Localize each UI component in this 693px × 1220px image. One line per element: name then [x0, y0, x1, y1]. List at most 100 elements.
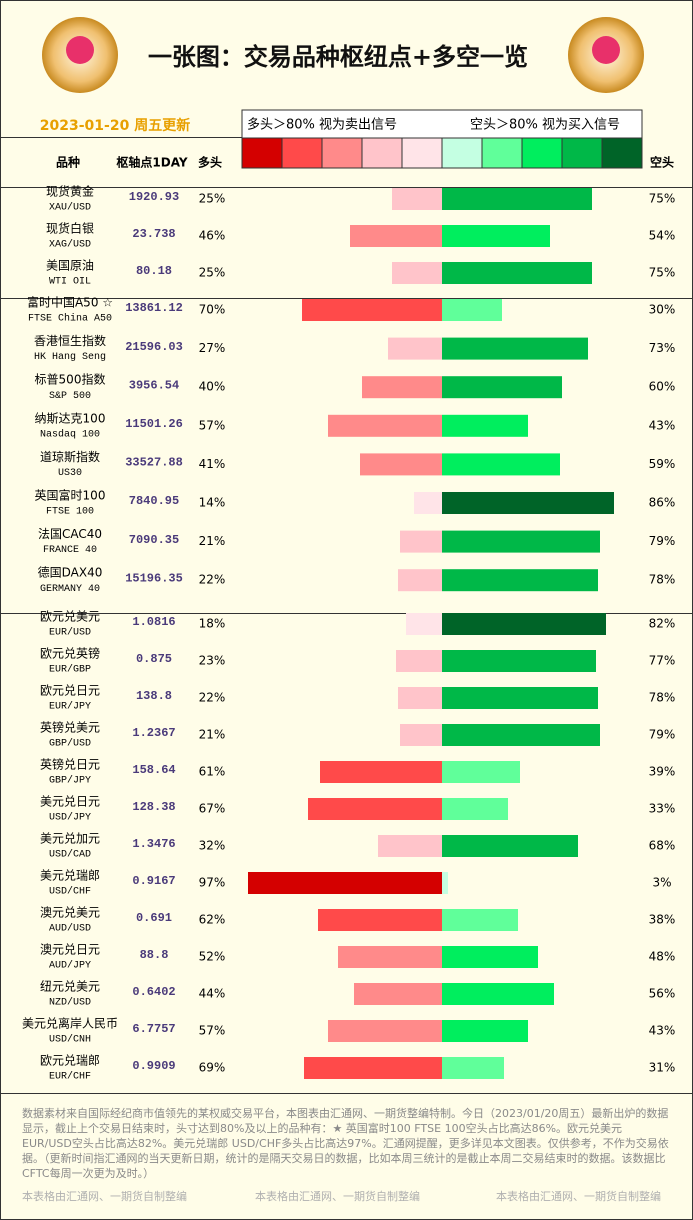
- long-pct: 32%: [199, 839, 226, 853]
- legend-right: 空头＞80% 视为买入信号: [470, 118, 620, 133]
- short-pct: 43%: [649, 1024, 676, 1038]
- long-pct: 25%: [199, 192, 226, 206]
- instrument-code: USD/CHF: [49, 886, 91, 898]
- short-pct: 86%: [649, 496, 676, 510]
- long-bar: [400, 530, 442, 553]
- pivot: 1.3476: [132, 837, 175, 851]
- instrument-name: 英镑兑日元: [40, 757, 100, 772]
- instrument-code: GBP/USD: [49, 738, 91, 750]
- short-pct: 33%: [649, 802, 676, 816]
- instrument-name: 现货黄金: [46, 184, 94, 199]
- short-bar: [442, 946, 538, 968]
- short-bar: [442, 761, 520, 783]
- long-bar: [362, 376, 442, 399]
- long-bar: [350, 225, 442, 247]
- short-bar: [442, 798, 508, 820]
- instrument-code: XAG/USD: [49, 239, 91, 251]
- instrument-code: FTSE 100: [46, 507, 94, 518]
- short-bar: [442, 225, 550, 247]
- short-bar: [442, 1020, 528, 1042]
- instrument-name: 美元兑日元: [40, 795, 100, 809]
- long-pct: 22%: [199, 573, 226, 587]
- instrument-name: 德国DAX40: [38, 565, 103, 580]
- short-pct: 31%: [649, 1061, 676, 1075]
- instrument-code: USD/JPY: [49, 812, 91, 824]
- long-bar: [388, 337, 442, 360]
- short-pct: 30%: [649, 303, 676, 317]
- instrument-code: EUR/CHF: [49, 1071, 91, 1083]
- long-pct: 97%: [199, 876, 226, 890]
- short-bar: [442, 376, 562, 399]
- long-pct: 21%: [199, 534, 226, 548]
- credit: 本表格由汇通网、一期货自制整编: [255, 1190, 420, 1203]
- instrument-code: NZD/USD: [49, 997, 91, 1009]
- pivot: 1920.93: [129, 190, 179, 204]
- pivot: 1.0816: [132, 615, 175, 629]
- long-bar: [308, 798, 442, 820]
- instrument-code: USD/CAD: [49, 849, 91, 861]
- short-bar: [442, 492, 614, 514]
- long-bar: [398, 569, 442, 592]
- short-bar: [442, 650, 596, 672]
- long-bar: [400, 724, 442, 746]
- instrument-name: 法国CAC40: [38, 527, 102, 541]
- pivot: 1.2367: [132, 726, 175, 740]
- short-pct: 82%: [649, 617, 676, 631]
- long-bar: [398, 687, 442, 709]
- pivot: 7840.95: [129, 494, 179, 508]
- long-bar: [392, 262, 442, 284]
- short-pct: 73%: [649, 341, 676, 355]
- short-pct: 48%: [649, 950, 676, 964]
- instrument-name: 纽元兑美元: [40, 980, 100, 994]
- pivot: 0.691: [136, 911, 172, 925]
- short-pct: 78%: [649, 691, 676, 705]
- instrument-code: GBP/JPY: [49, 775, 91, 787]
- short-pct: 39%: [649, 765, 676, 779]
- pivot: 7090.35: [129, 533, 179, 547]
- short-pct: 78%: [649, 573, 676, 587]
- instrument-name: 欧元兑美元: [40, 610, 100, 624]
- long-pct: 21%: [199, 728, 226, 742]
- instrument-name: 富时中国A50 ☆: [27, 295, 113, 310]
- short-pct: 43%: [649, 418, 676, 432]
- short-bar: [442, 299, 502, 321]
- short-pct: 60%: [649, 380, 676, 394]
- short-pct: 56%: [649, 987, 676, 1001]
- instrument-code: US30: [58, 468, 82, 479]
- col-short: 空头: [650, 155, 674, 170]
- long-bar: [304, 1057, 442, 1079]
- pivot: 0.875: [136, 652, 172, 666]
- long-pct: 61%: [199, 765, 226, 779]
- instrument-code: XAU/USD: [49, 202, 91, 214]
- long-pct: 52%: [199, 950, 226, 964]
- instrument-name: 美元兑加元: [40, 832, 100, 846]
- legend-swatch: [281, 137, 323, 169]
- instrument-name: 美元兑离岸人民币: [22, 1016, 118, 1031]
- long-pct: 25%: [199, 266, 226, 280]
- short-pct: 68%: [649, 839, 676, 853]
- long-bar: [302, 299, 442, 321]
- instrument-code: FTSE China A50: [28, 313, 112, 325]
- long-pct: 57%: [199, 418, 226, 432]
- short-bar: [442, 724, 600, 746]
- short-bar: [442, 872, 448, 894]
- instrument-name: 欧元兑英镑: [40, 646, 100, 661]
- long-pct: 44%: [199, 987, 226, 1001]
- long-bar: [414, 492, 442, 514]
- long-pct: 14%: [199, 496, 226, 510]
- short-pct: 38%: [649, 913, 676, 927]
- short-bar: [442, 188, 592, 210]
- short-bar: [442, 909, 518, 931]
- instrument-code: HK Hang Seng: [34, 352, 106, 363]
- long-bar: [320, 761, 442, 783]
- instrument-name: 欧元兑日元: [40, 684, 100, 698]
- instrument-name: 澳元兑美元: [40, 906, 100, 920]
- logo-flower: [592, 36, 620, 64]
- short-bar: [442, 453, 560, 476]
- short-pct: 3%: [652, 876, 671, 890]
- pivot: 0.9167: [132, 874, 175, 888]
- pivot: 0.6402: [132, 985, 175, 999]
- long-pct: 40%: [199, 380, 226, 394]
- short-pct: 79%: [649, 534, 676, 548]
